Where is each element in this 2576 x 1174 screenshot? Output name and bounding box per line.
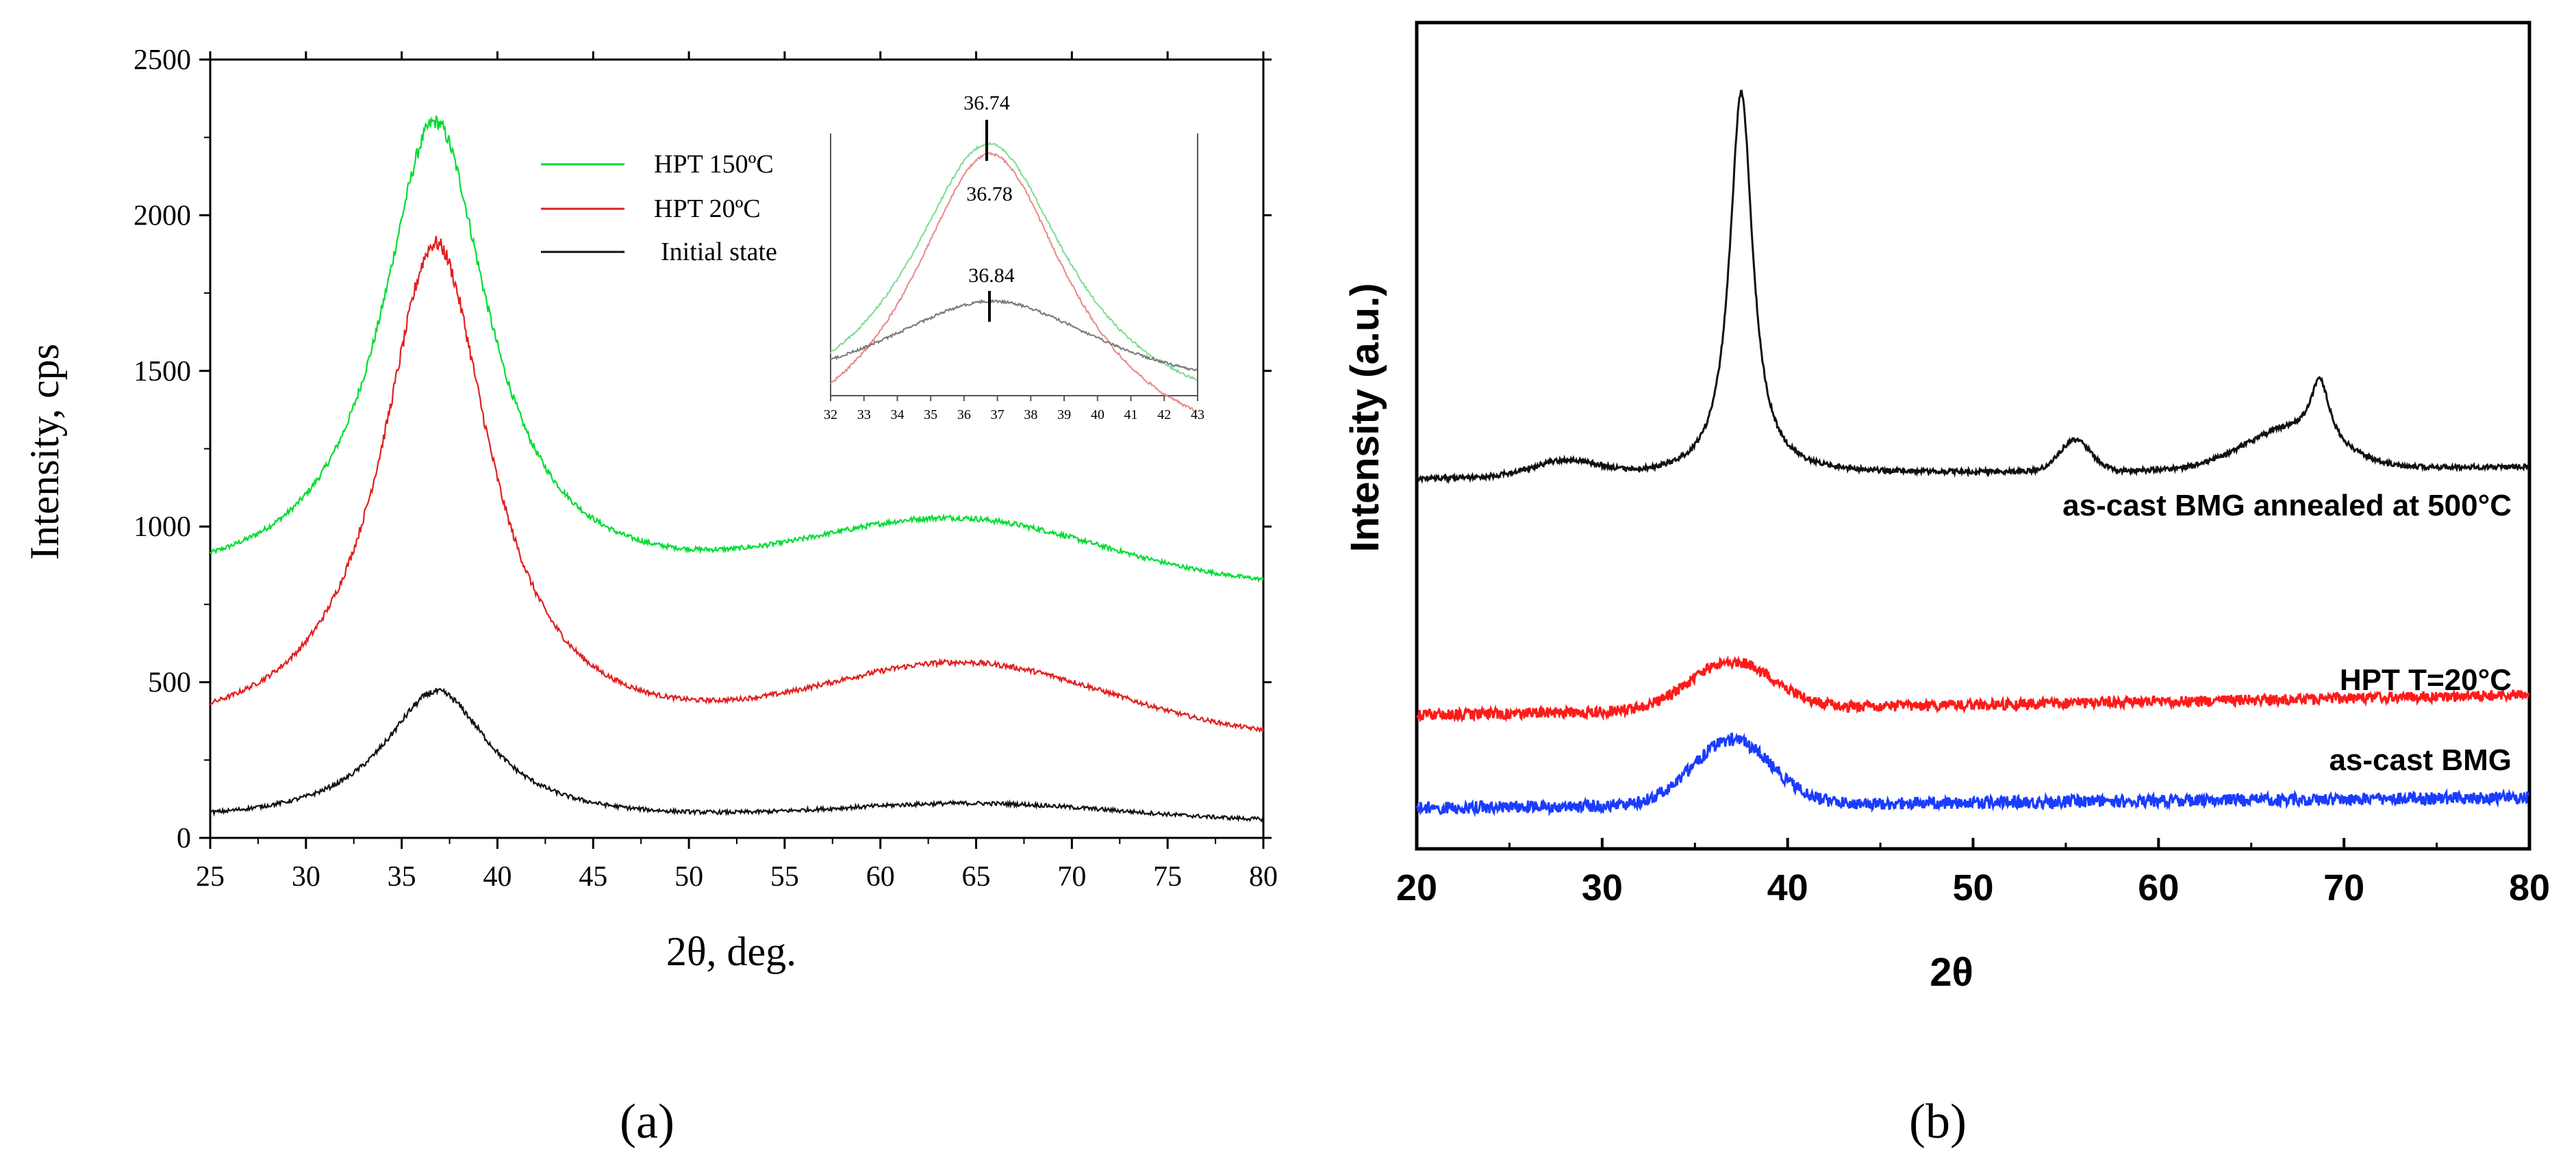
plot-b-x-tick-label: 50 [1952, 867, 1993, 908]
plot-b-series [1415, 90, 2530, 817]
legend-label-hpt20: HPT 20ºC [654, 194, 761, 223]
plot-a-y-tick-label: 1500 [134, 356, 191, 387]
plot-a-x-tick-label: 40 [483, 861, 512, 893]
inset-x-tick-label: 42 [1157, 407, 1171, 422]
inset-series-2 [830, 298, 1198, 372]
inset-peak-label-1: 36.74 [963, 92, 1010, 114]
inset-series [830, 141, 1198, 413]
plot-a-y-tick-label: 2500 [134, 44, 191, 76]
inset-x-tick-label: 37 [991, 407, 1005, 422]
plot-b-series-2 [1415, 732, 2530, 817]
inset-x-ticks: 32 33 34 35 36 37 38 39 40 41 42 43 [824, 396, 1204, 422]
plot-b-series-1 [1415, 655, 2530, 724]
plot-b-x-tick-label: 20 [1396, 867, 1437, 908]
plot-a-series-1 [210, 235, 1265, 734]
inset-x-tick-label: 36 [957, 407, 971, 422]
plot-b-label-annealed: as-cast BMG annealed at 500°C [2062, 489, 2512, 522]
plot-a-x-tick-label: 25 [196, 861, 225, 893]
plot-a-y-ticks: 0 500 1000 1500 2000 2500 [134, 44, 1272, 854]
plot-a-y-tick-label: 1000 [134, 511, 191, 543]
plot-a-x-tick-label: 55 [770, 861, 799, 893]
plot-b-x-label: 2θ [1930, 950, 1973, 995]
plot-a-legend: HPT 150ºC HPT 20ºC Initial state [541, 150, 777, 266]
plot-a-y-tick-label: 0 [177, 823, 191, 854]
plot-b-x-tick-label: 30 [1582, 867, 1623, 908]
inset-x-tick-label: 34 [890, 407, 904, 422]
plot-a-inset: 32 33 34 35 36 37 38 39 40 41 42 43 36.74 36.78 36.… [824, 92, 1204, 422]
plot-b-y-label: Intensity (a.u.) [1343, 283, 1387, 552]
plot-a-x-tick-label: 35 [388, 861, 416, 893]
plot-b-x-tick-label: 40 [1767, 867, 1808, 908]
plot-b-label-hpt: HPT T=20°C [2340, 663, 2512, 697]
plot-a-x-tick-label: 70 [1057, 861, 1086, 893]
plot-b-series-0 [1415, 90, 2530, 485]
inset-x-tick-label: 43 [1191, 407, 1204, 422]
panel-b-caption: (b) [1909, 1094, 1967, 1149]
inset-x-tick-label: 41 [1124, 407, 1138, 422]
plot-a-x-tick-label: 65 [962, 861, 991, 893]
inset-x-tick-label: 39 [1057, 407, 1071, 422]
panel-a: 25 30 35 40 45 50 55 60 65 70 75 80 0 500 1000 1500 200… [22, 44, 1278, 1149]
plot-a-y-label: Intensity, cps [22, 344, 67, 560]
plot-a-x-tick-label: 80 [1249, 861, 1278, 893]
inset-x-tick-label: 40 [1091, 407, 1104, 422]
plot-b-x-ticks: 20 30 40 50 60 70 80 [1396, 838, 2550, 908]
plot-b-x-tick-label: 80 [2509, 867, 2550, 908]
plot-a-y-tick-label: 500 [148, 667, 191, 699]
plot-a-x-tick-label: 50 [674, 861, 703, 893]
inset-series-1 [830, 151, 1198, 413]
plot-b-x-tick-label: 70 [2323, 867, 2364, 908]
inset-x-tick-label: 38 [1024, 407, 1037, 422]
inset-x-tick-label: 33 [857, 407, 871, 422]
plot-b-frame [1415, 21, 2531, 851]
inset-peak-label-2: 36.78 [966, 183, 1013, 205]
plot-a-x-label: 2θ, deg. [666, 929, 796, 974]
panel-b: 20 30 40 50 60 70 80 2θ Intensity (a.u.) as-ca… [1343, 21, 2550, 1149]
plot-a-x-tick-label: 60 [866, 861, 895, 893]
inset-x-tick-label: 35 [924, 407, 937, 422]
plot-a-series-0 [210, 115, 1264, 583]
inset-x-tick-label: 32 [824, 407, 837, 422]
plot-a-x-tick-label: 45 [579, 861, 607, 893]
inset-peak-label-3: 36.84 [968, 264, 1015, 287]
plot-a-x-ticks: 25 30 35 40 45 50 55 60 65 70 75 80 [196, 51, 1278, 893]
plot-a-x-tick-label: 75 [1153, 861, 1182, 893]
inset-series-0 [830, 141, 1198, 381]
panel-a-caption: (a) [620, 1094, 674, 1149]
plot-b-label-ascast: as-cast BMG [2329, 743, 2512, 777]
plot-a-series [209, 115, 1265, 823]
plot-a-series-2 [209, 687, 1263, 823]
legend-label-hpt150: HPT 150ºC [654, 150, 774, 179]
legend-label-initial: Initial state [661, 238, 777, 266]
plot-a-x-tick-label: 30 [292, 861, 320, 893]
plot-a-y-tick-label: 2000 [134, 200, 191, 231]
plot-b-x-tick-label: 60 [2138, 867, 2179, 908]
